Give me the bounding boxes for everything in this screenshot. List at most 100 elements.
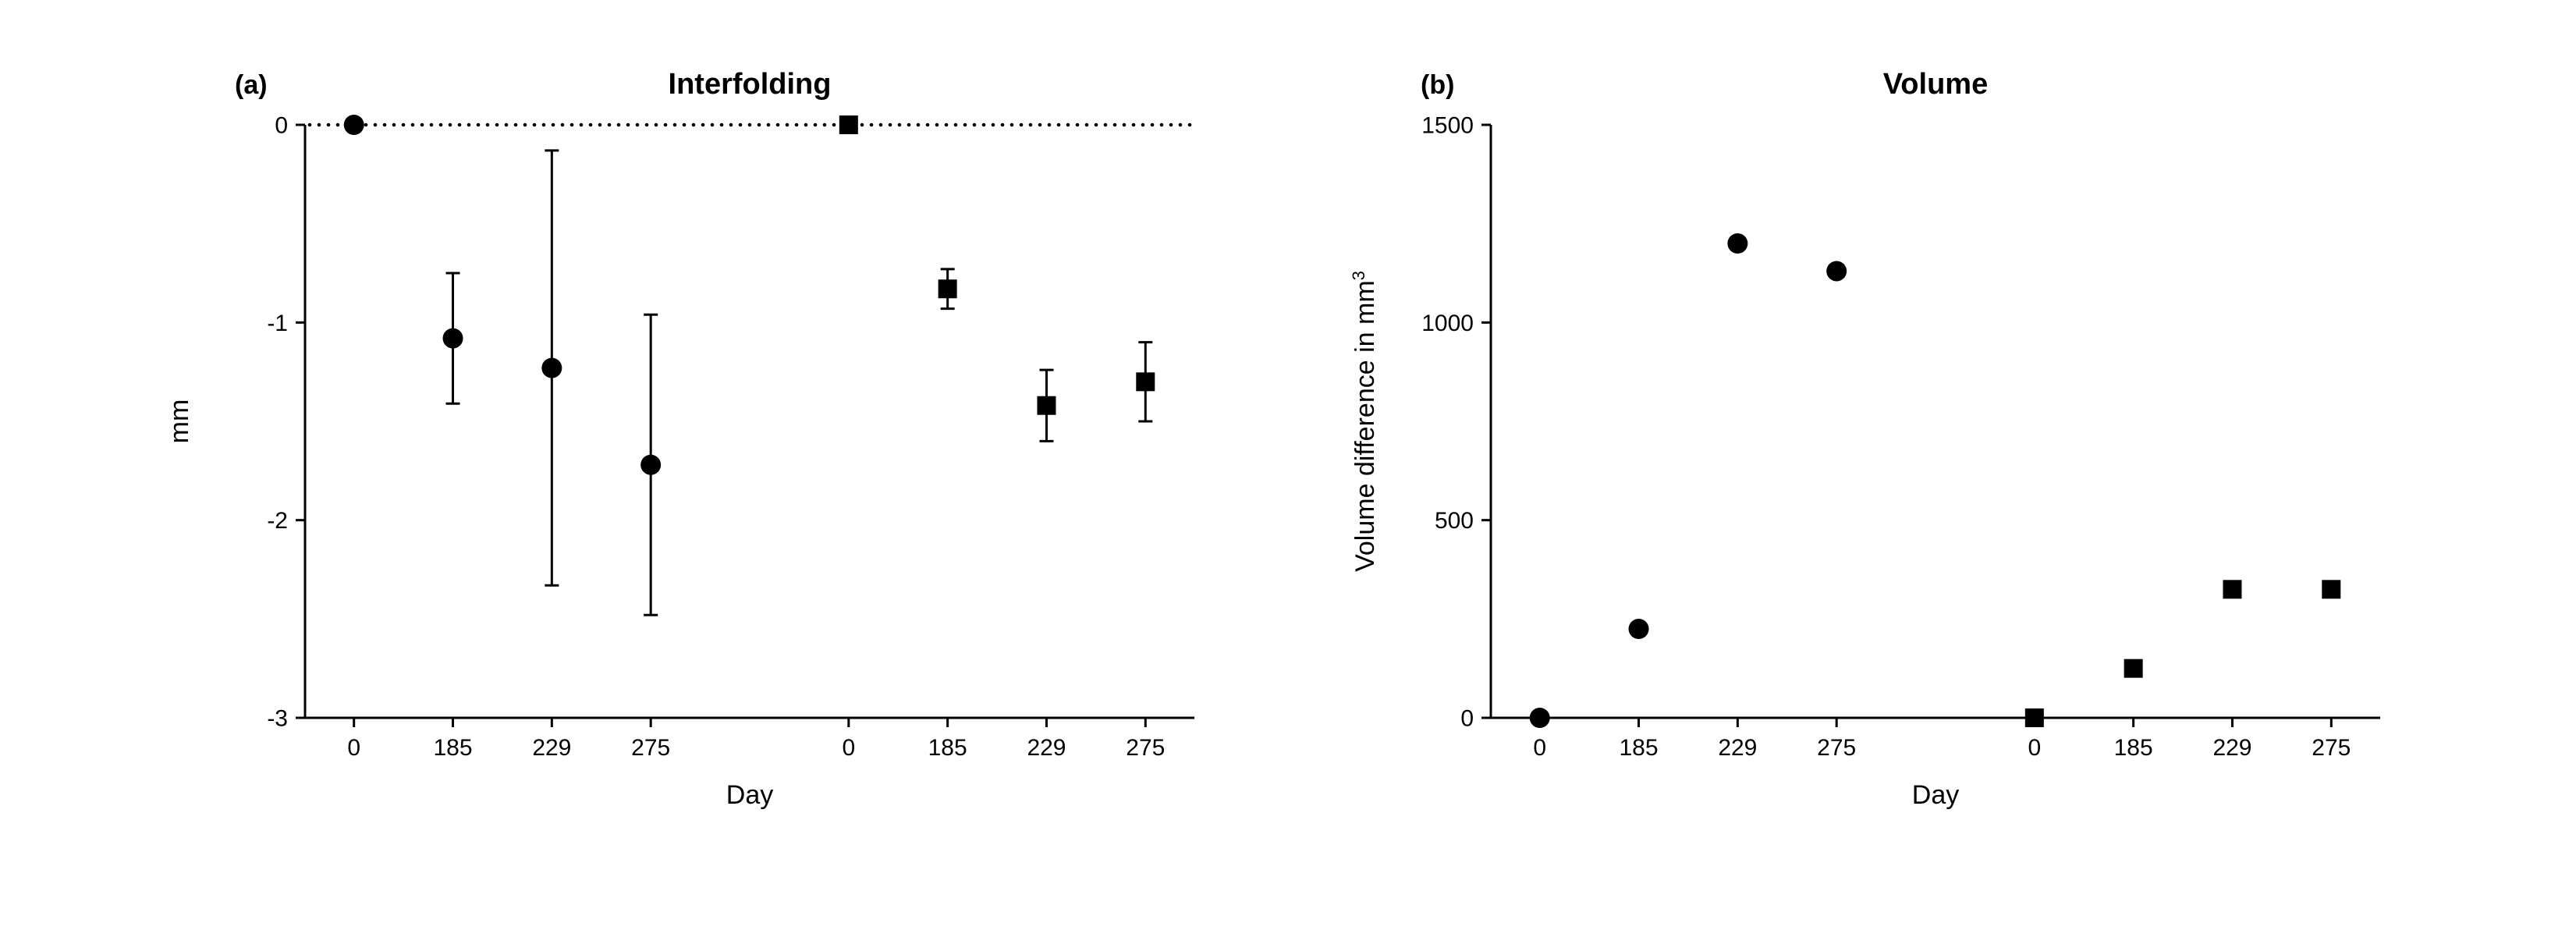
data-point-square	[939, 279, 957, 298]
y-tick-label: 500	[1435, 508, 1474, 534]
data-point-circle	[1629, 619, 1649, 639]
data-point-circle	[541, 358, 562, 378]
data-point-square	[2124, 659, 2143, 678]
x-tick-label: 275	[2312, 735, 2351, 761]
zero-line-dot	[720, 123, 724, 127]
zero-line-dot	[1020, 123, 1024, 127]
zero-line-dot	[1066, 123, 1070, 127]
zero-line-dot	[580, 123, 584, 127]
y-axis-label: Volume difference in mm3	[1349, 271, 1381, 572]
x-tick-label: 275	[1817, 735, 1856, 761]
zero-line-dot	[1029, 123, 1033, 127]
y-tick-label: 1000	[1421, 311, 1474, 336]
zero-line-dot	[786, 123, 789, 127]
zero-line-dot	[992, 123, 995, 127]
zero-line-dot	[1132, 123, 1136, 127]
x-tick-label: 185	[2114, 735, 2153, 761]
zero-line-dot	[336, 123, 340, 127]
zero-line-dot	[439, 123, 443, 127]
zero-line-dot	[1179, 123, 1183, 127]
zero-line-dot	[308, 123, 312, 127]
zero-line-dot	[655, 123, 658, 127]
panel-title: Interfolding	[669, 68, 832, 101]
zero-line-dot	[1076, 123, 1080, 127]
zero-line-dot	[701, 123, 705, 127]
zero-line-dot	[626, 123, 630, 127]
x-tick-label: 229	[2212, 735, 2251, 761]
zero-line-dot	[1010, 123, 1014, 127]
zero-line-dot	[963, 123, 967, 127]
panel-label: (b)	[1421, 70, 1454, 100]
zero-line-dot	[636, 123, 640, 127]
x-tick-label: 0	[347, 735, 360, 761]
zero-line-dot	[392, 123, 396, 127]
x-tick-label: 229	[1027, 735, 1066, 761]
zero-line-dot	[608, 123, 612, 127]
x-tick-label: 275	[1126, 735, 1165, 761]
x-tick-label: 229	[1718, 735, 1757, 761]
panel_b-svg: (b)Volume0500100015000185229275018522927…	[1335, 31, 2427, 889]
data-point-square	[2223, 580, 2241, 598]
zero-line-dot	[1188, 123, 1192, 127]
data-point-square	[1136, 372, 1155, 391]
panel-title: Volume	[1883, 68, 1988, 101]
y-tick-label: 0	[1460, 706, 1474, 732]
x-tick-label: 229	[532, 735, 571, 761]
zero-line-dot	[467, 123, 471, 127]
zero-line-dot	[477, 123, 481, 127]
zero-line-dot	[552, 123, 555, 127]
zero-line-dot	[1113, 123, 1117, 127]
zero-line-dot	[318, 123, 321, 127]
zero-line-dot	[664, 123, 668, 127]
x-axis-label: Day	[726, 780, 773, 810]
y-axis-label: mm	[165, 399, 194, 444]
zero-line-dot	[402, 123, 406, 127]
figure-row: (a)Interfolding0-1-2-3018522927501852292…	[0, 0, 2576, 925]
x-tick-label: 275	[631, 735, 670, 761]
zero-line-dot	[739, 123, 743, 127]
zero-line-dot	[860, 123, 864, 127]
zero-line-dot	[1057, 123, 1061, 127]
y-axis-label-sup: 3	[1349, 271, 1368, 280]
zero-line-dot	[1038, 123, 1042, 127]
x-tick-label: 185	[928, 735, 967, 761]
zero-line-dot	[804, 123, 808, 127]
zero-line-dot	[1085, 123, 1089, 127]
zero-line-dot	[561, 123, 565, 127]
panel-a: (a)Interfolding0-1-2-3018522927501852292…	[149, 31, 1241, 893]
data-point-square	[839, 115, 858, 134]
x-tick-label: 185	[433, 735, 472, 761]
x-tick-label: 185	[1619, 735, 1658, 761]
y-tick-label: -1	[267, 311, 288, 336]
zero-line-dot	[917, 123, 921, 127]
zero-line-dot	[767, 123, 771, 127]
zero-line-dot	[542, 123, 546, 127]
zero-line-dot	[570, 123, 574, 127]
zero-line-dot	[589, 123, 593, 127]
y-tick-label: 1500	[1421, 113, 1474, 139]
data-point-circle	[1826, 261, 1847, 281]
zero-line-dot	[505, 123, 509, 127]
x-axis-label: Day	[1912, 780, 1959, 810]
data-point-circle	[1727, 233, 1747, 254]
zero-line-dot	[1001, 123, 1005, 127]
zero-line-dot	[683, 123, 687, 127]
panel-label: (a)	[235, 70, 268, 100]
zero-line-dot	[758, 123, 761, 127]
zero-line-dot	[711, 123, 715, 127]
zero-line-dot	[889, 123, 892, 127]
panel-b: (b)Volume0500100015000185229275018522927…	[1335, 31, 2427, 893]
y-tick-label: 0	[275, 113, 288, 139]
zero-line-dot	[617, 123, 621, 127]
zero-line-dot	[973, 123, 977, 127]
zero-line-dot	[898, 123, 902, 127]
zero-line-dot	[364, 123, 368, 127]
zero-line-dot	[907, 123, 911, 127]
x-tick-label: 0	[1533, 735, 1546, 761]
zero-line-dot	[411, 123, 415, 127]
data-point-circle	[640, 455, 661, 475]
panel_a-svg: (a)Interfolding0-1-2-3018522927501852292…	[149, 31, 1241, 889]
zero-line-dot	[729, 123, 733, 127]
zero-line-dot	[823, 123, 827, 127]
zero-line-dot	[954, 123, 958, 127]
